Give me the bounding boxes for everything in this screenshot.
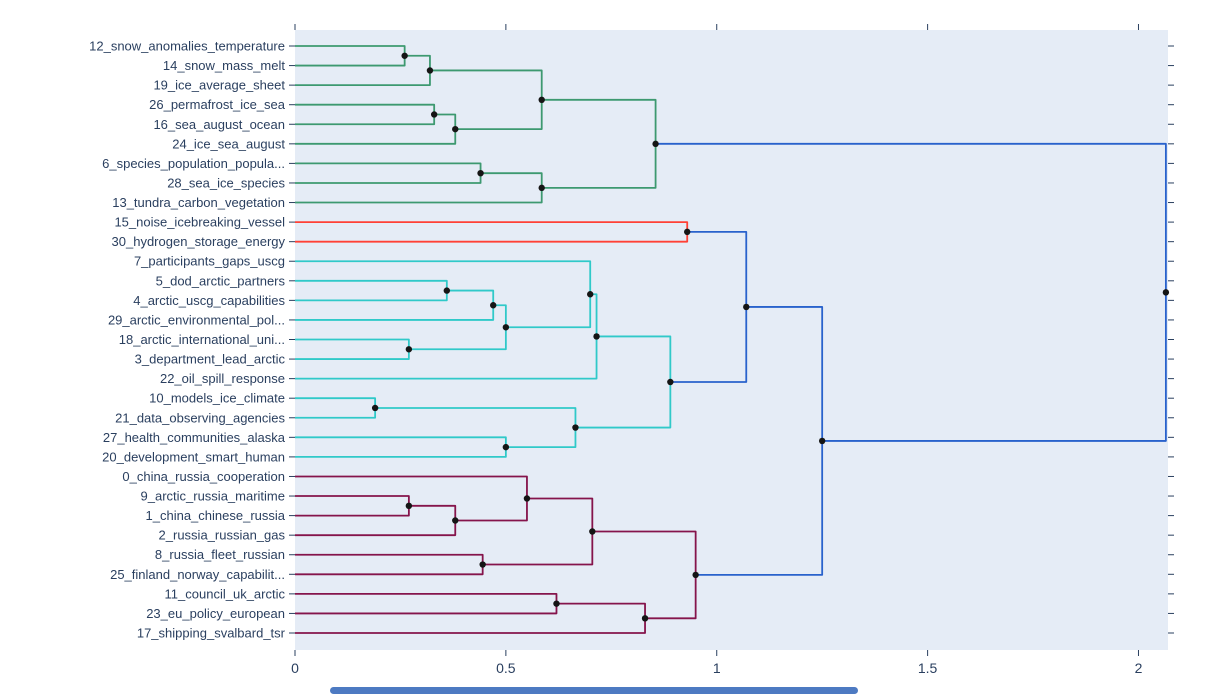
leaf-label: 15_noise_icebreaking_vessel bbox=[114, 215, 285, 230]
leaf-label: 7_participants_gaps_uscg bbox=[134, 254, 285, 269]
merge-node-dot bbox=[553, 600, 560, 607]
leaf-label: 16_sea_august_ocean bbox=[153, 117, 285, 132]
leaf-label: 8_russia_fleet_russian bbox=[155, 547, 285, 562]
merge-node-dot bbox=[652, 140, 659, 148]
leaf-label: 3_department_lead_arctic bbox=[135, 352, 286, 367]
merge-node-dot bbox=[641, 615, 649, 622]
leaf-label: 19_ice_average_sheet bbox=[153, 78, 285, 93]
merge-node-dot bbox=[589, 528, 596, 535]
merge-node-dot bbox=[1162, 289, 1170, 296]
merge-node-dot bbox=[667, 378, 674, 386]
merge-node-dot bbox=[538, 96, 545, 104]
leaf-label: 30_hydrogen_storage_energy bbox=[112, 234, 286, 249]
horizontal-scrollbar-thumb[interactable] bbox=[330, 687, 858, 694]
leaf-label: 0_china_russia_cooperation bbox=[122, 469, 285, 484]
x-axis-tick-label: 1 bbox=[713, 660, 721, 676]
leaf-label: 28_sea_ice_species bbox=[167, 175, 285, 190]
leaf-label: 20_development_smart_human bbox=[102, 449, 285, 464]
merge-node-dot bbox=[401, 52, 408, 59]
merge-node-dot bbox=[587, 291, 594, 298]
leaf-label: 22_oil_spill_response bbox=[160, 371, 285, 386]
leaf-label: 11_council_uk_arctic bbox=[165, 586, 286, 601]
merge-node-dot bbox=[538, 184, 545, 192]
leaf-label: 6_species_population_popula... bbox=[102, 156, 285, 171]
x-axis-labels: 0 0.5 1 1.5 2 bbox=[291, 660, 1142, 676]
merge-node-dot bbox=[443, 287, 451, 294]
leaf-label: 10_models_ice_climate bbox=[149, 391, 285, 406]
x-axis-tick-label: 1.5 bbox=[918, 660, 938, 676]
leaf-label: 14_snow_mass_melt bbox=[163, 58, 286, 73]
leaf-label: 5_dod_arctic_partners bbox=[156, 273, 286, 288]
merge-dots bbox=[371, 52, 1170, 622]
leaf-label: 17_shipping_svalbard_tsr bbox=[137, 626, 286, 641]
leaf-label: 1_china_chinese_russia bbox=[146, 508, 286, 523]
leaf-label: 24_ice_sea_august bbox=[172, 136, 285, 151]
merge-node-dot bbox=[430, 111, 438, 118]
merge-node-dot bbox=[593, 333, 600, 340]
merge-node-dot bbox=[502, 443, 510, 451]
merge-node-dot bbox=[523, 495, 531, 502]
merge-node-dot bbox=[692, 571, 699, 579]
leaf-label: 4_arctic_uscg_capabilities bbox=[133, 293, 285, 308]
leaf-label: 9_arctic_russia_maritime bbox=[141, 489, 286, 504]
merge-node-dot bbox=[502, 324, 510, 331]
leaf-labels: 12_snow_anomalies_temperature 14_snow_mas… bbox=[89, 39, 286, 641]
x-axis-tick-label: 0.5 bbox=[496, 660, 516, 676]
leaf-label: 26_permafrost_ice_sea bbox=[149, 97, 286, 112]
merge-node-dot bbox=[818, 437, 826, 445]
leaf-label: 12_snow_anomalies_temperature bbox=[89, 39, 285, 54]
plot-area bbox=[295, 30, 1168, 650]
merge-node-dot bbox=[426, 67, 434, 74]
merge-node-dot bbox=[371, 404, 379, 412]
axis-ticks bbox=[289, 24, 1174, 656]
leaf-label: 27_health_communities_alaska bbox=[103, 430, 286, 445]
merge-node-dot bbox=[405, 502, 413, 510]
merge-node-dot bbox=[490, 302, 497, 309]
merge-node-dot bbox=[452, 517, 459, 524]
leaf-label: 18_arctic_international_uni... bbox=[119, 332, 285, 347]
leaf-label: 21_data_observing_agencies bbox=[115, 410, 285, 425]
merge-node-dot bbox=[684, 228, 691, 236]
merge-node-dot bbox=[479, 561, 486, 568]
merge-node-dot bbox=[452, 125, 459, 133]
leaf-label: 2_russia_russian_gas bbox=[159, 528, 286, 543]
x-axis-tick-label: 0 bbox=[291, 660, 299, 676]
leaf-label: 13_tundra_carbon_vegetation bbox=[112, 195, 285, 210]
merge-node-dot bbox=[477, 169, 484, 177]
merge-node-dot bbox=[405, 346, 413, 353]
leaf-label: 23_eu_policy_european bbox=[146, 606, 285, 621]
x-axis-tick-label: 2 bbox=[1135, 660, 1143, 676]
leaf-label: 29_arctic_environmental_pol... bbox=[108, 312, 285, 327]
leaf-label: 25_finland_norway_capabilit... bbox=[110, 567, 285, 582]
merge-node-dot bbox=[743, 303, 750, 311]
merge-node-dot bbox=[572, 424, 579, 431]
